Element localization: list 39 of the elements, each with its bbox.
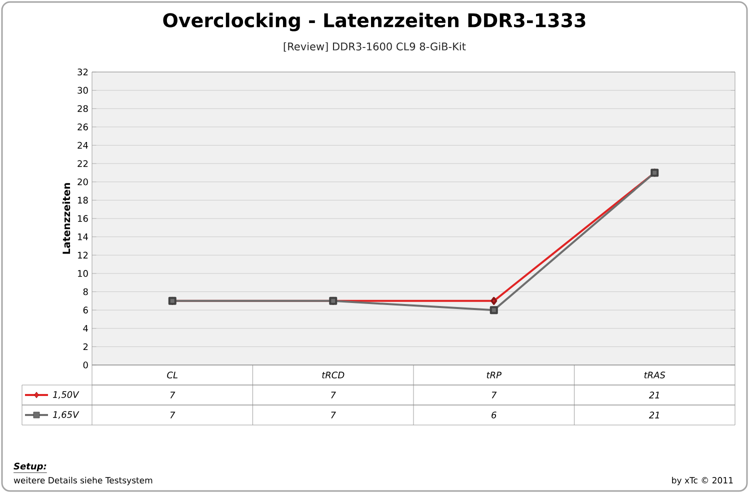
data-label: 21 bbox=[648, 392, 659, 398]
y-axis-title: Latenzzeiten bbox=[62, 183, 70, 254]
text: by xTc © 2011 bbox=[672, 476, 733, 486]
legend-label: 1,50V bbox=[52, 391, 80, 399]
y-tick-label: 32 bbox=[78, 68, 88, 76]
y-tick-label: 14 bbox=[78, 234, 88, 240]
data-label: 6 bbox=[492, 412, 496, 418]
data-label: 7 bbox=[331, 412, 336, 418]
y-tick-label: 22 bbox=[78, 160, 88, 167]
y-tick-label: 18 bbox=[78, 196, 88, 204]
y-tick-label: 28 bbox=[78, 105, 88, 112]
x-tick-label: CL bbox=[167, 372, 178, 378]
point bbox=[490, 306, 498, 314]
x-tick-label: tRCD bbox=[322, 372, 344, 378]
chart-subtitle: [Review] DDR3-1600 CL9 8-GiB-Kit bbox=[284, 42, 466, 52]
y-tick-label: 4 bbox=[83, 325, 88, 332]
point bbox=[490, 296, 498, 305]
y-tick-label: 0 bbox=[83, 362, 88, 368]
data-label: 7 bbox=[331, 392, 336, 398]
legend-label: 1,65V bbox=[52, 411, 80, 419]
text: weitere Details siehe Testsystem bbox=[14, 476, 152, 486]
data-label: 21 bbox=[648, 412, 659, 418]
y-tick-label: 24 bbox=[78, 142, 88, 149]
y-tick-label: 2 bbox=[83, 343, 88, 350]
x-tick-label: tRP bbox=[486, 372, 502, 378]
text: Setup: bbox=[14, 462, 46, 472]
y-tick-label: 20 bbox=[78, 178, 88, 186]
chart-title: Overclocking - Latenzzeiten DDR3-1333 bbox=[163, 12, 586, 32]
data-label: 7 bbox=[492, 392, 497, 398]
y-tick-label: 12 bbox=[78, 252, 88, 258]
y-tick-label: 26 bbox=[78, 124, 88, 130]
y-tick-label: 10 bbox=[78, 270, 88, 277]
y-tick-label: 8 bbox=[83, 288, 88, 296]
y-tick-label: 30 bbox=[78, 86, 88, 94]
y-tick-label: 6 bbox=[83, 306, 88, 314]
x-tick-label: tRAS bbox=[644, 372, 666, 378]
data-label: 7 bbox=[170, 392, 176, 398]
y-tick-label: 16 bbox=[78, 215, 88, 222]
data-label: 7 bbox=[170, 412, 176, 418]
